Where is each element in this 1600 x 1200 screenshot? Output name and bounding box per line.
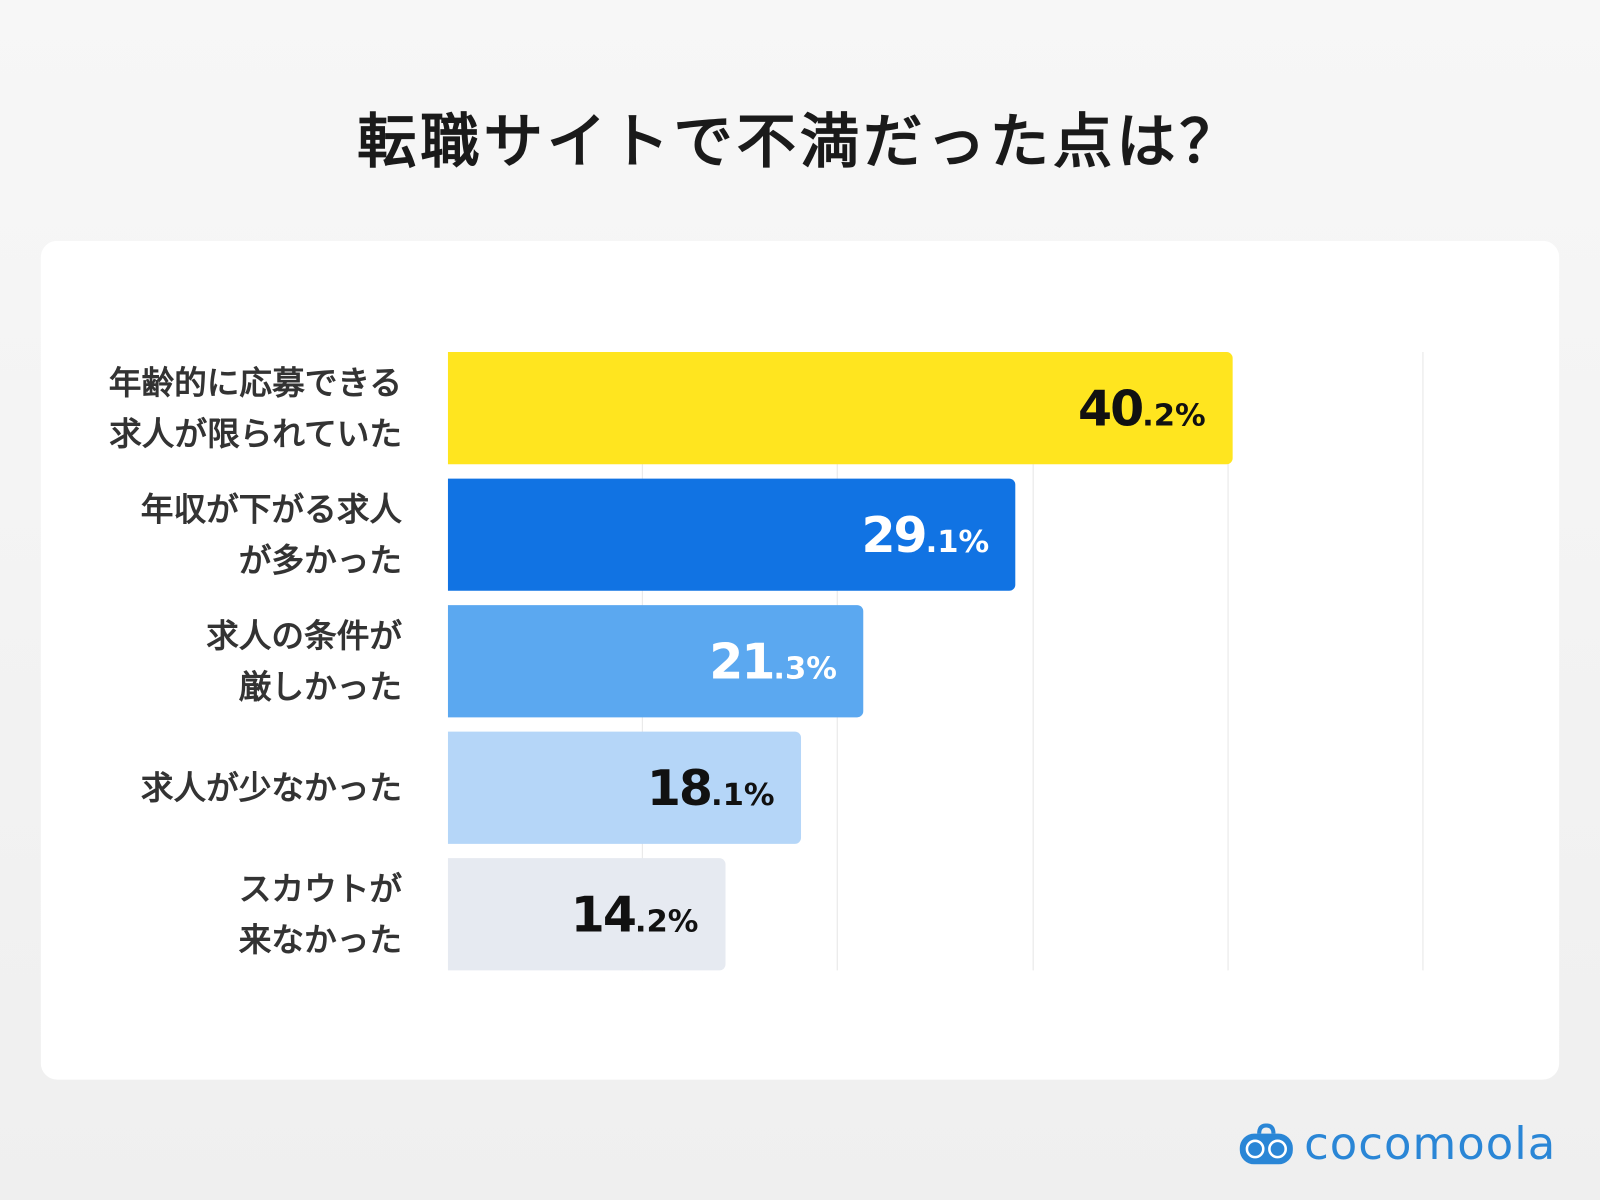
bar — [447, 731, 802, 844]
data-label: 18.1% — [646, 760, 775, 818]
brand-logo: cocomoola — [1239, 1118, 1556, 1170]
bar — [447, 478, 1016, 591]
category-label: 求人の条件が 厳しかった — [206, 616, 403, 707]
gridline — [1032, 352, 1034, 971]
category-label: 求人が少なかった — [140, 768, 403, 808]
brand-name: cocomoola — [1304, 1118, 1557, 1171]
category-label: 年齢的に応募できる 求人が限られていた — [108, 363, 403, 454]
category-label: スカウトが 来なかった — [238, 869, 403, 960]
robot-logo-icon — [1239, 1122, 1293, 1164]
data-label: 40.2% — [1078, 380, 1206, 438]
chart-title: 転職サイトで不満だった点は？ — [357, 107, 1243, 177]
category-label: 年収が下がる求人 が多かった — [140, 489, 403, 580]
bar — [447, 352, 1233, 465]
data-label: 14.2% — [570, 886, 699, 944]
bar — [447, 605, 864, 718]
bar — [447, 858, 725, 971]
gridline — [1422, 352, 1424, 971]
data-label: 21.3% — [709, 633, 837, 691]
gridline — [1227, 352, 1229, 971]
data-label: 29.1% — [861, 507, 990, 565]
